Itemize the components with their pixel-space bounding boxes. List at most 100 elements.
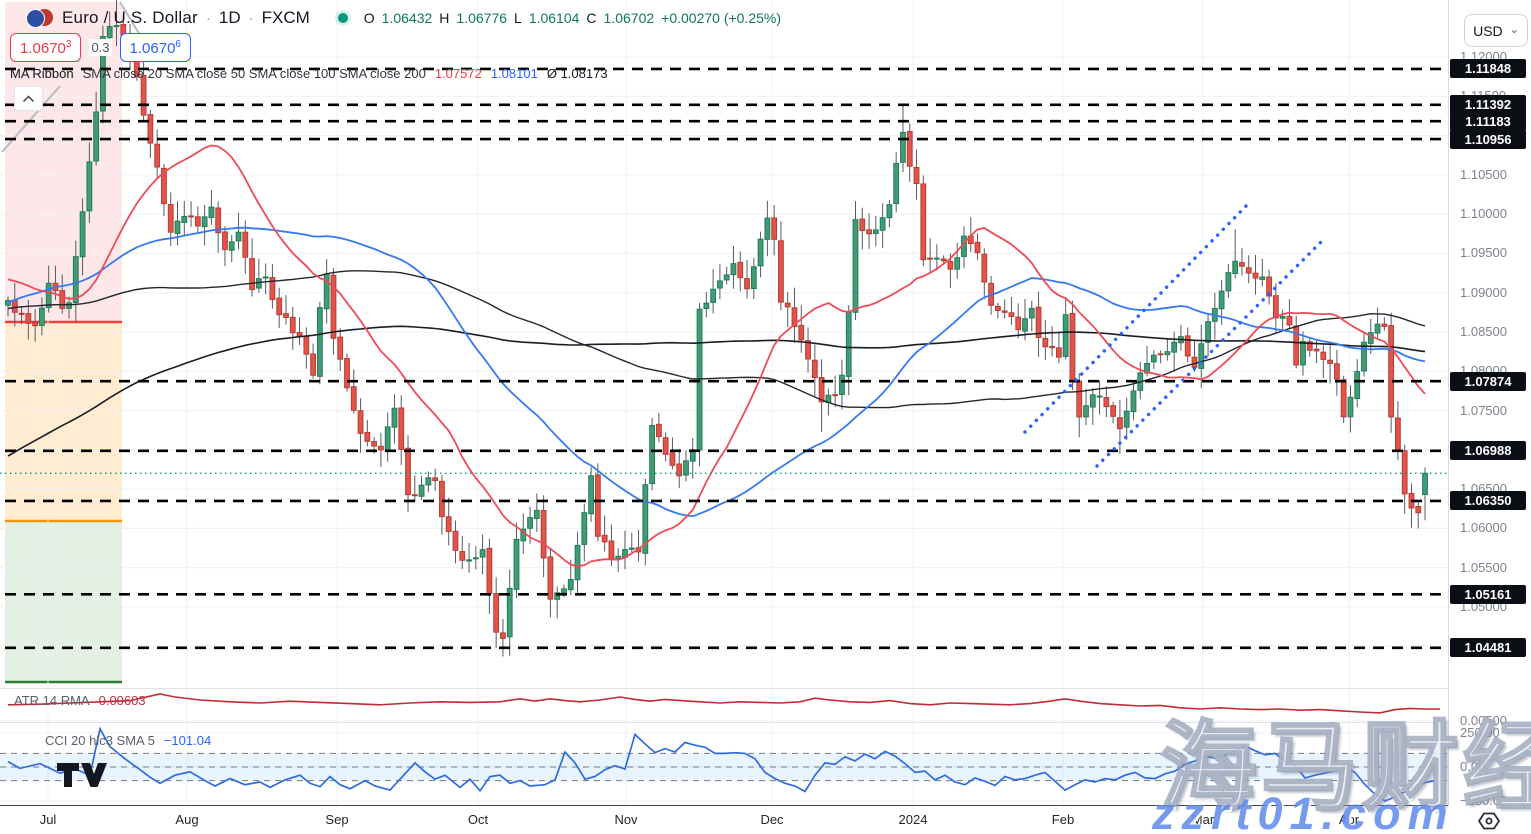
- candle: [527, 516, 533, 529]
- candle: [1001, 310, 1008, 313]
- candle: [839, 374, 845, 395]
- candle: [1171, 341, 1178, 353]
- cci-tick-label: −250.00: [1460, 793, 1508, 808]
- candle: [310, 353, 317, 376]
- candle: [269, 277, 276, 301]
- candle: [1381, 323, 1388, 327]
- candle: [859, 218, 866, 232]
- market-status-icon[interactable]: [337, 13, 348, 23]
- candle: [601, 534, 608, 543]
- candle: [866, 229, 872, 235]
- candle: [703, 302, 710, 310]
- candle: [1306, 341, 1313, 351]
- candle: [1367, 332, 1374, 344]
- candle: [445, 516, 452, 532]
- candle: [1103, 397, 1110, 408]
- candle: [1401, 450, 1408, 495]
- trendlines: [1023, 200, 1324, 468]
- atr-tick-label: 0.00500: [1460, 713, 1507, 728]
- tradingview-logo[interactable]: [56, 762, 112, 793]
- candle: [25, 313, 32, 324]
- candle: [1008, 312, 1015, 317]
- atr-legend[interactable]: ATR 14 RMA 0.00603: [14, 693, 146, 708]
- candle: [418, 484, 425, 497]
- sma200-line: [7, 325, 1426, 457]
- candle: [1205, 321, 1211, 343]
- low-label: L: [514, 10, 522, 26]
- candle: [805, 340, 811, 360]
- time-tick-label: Sep: [325, 812, 349, 827]
- ma-ribbon-legend[interactable]: MA Ribbon SMA close 20 SMA close 50 SMA …: [10, 66, 608, 81]
- trendline-1[interactable]: [1023, 200, 1252, 434]
- candle: [1225, 272, 1232, 292]
- time-tick-label: Dec: [760, 812, 784, 827]
- collapse-legend-button[interactable]: [14, 86, 43, 111]
- separator-dot: ·: [205, 9, 211, 27]
- candle: [696, 308, 703, 451]
- level-price-label: 1.07874: [1450, 371, 1526, 391]
- candle: [1300, 340, 1306, 366]
- time-axis[interactable]: Jul Aug Sep Oct Nov Dec 2024 Feb Mar Apr: [0, 806, 1531, 834]
- low-value: 1.06104: [528, 10, 580, 26]
- sell-button[interactable]: 1.06703: [10, 33, 82, 62]
- candle: [459, 551, 466, 561]
- time-tick-label: Feb: [1051, 812, 1075, 827]
- candle: [384, 426, 391, 452]
- candle: [655, 423, 662, 437]
- cci-tick-label: 250.00: [1460, 725, 1500, 740]
- interval-label[interactable]: 1D: [218, 8, 241, 27]
- candle: [357, 410, 364, 434]
- candle: [933, 257, 940, 260]
- buy-button[interactable]: 1.06706: [119, 33, 191, 62]
- candle: [1272, 295, 1279, 319]
- candle: [940, 258, 947, 262]
- candle: [1198, 343, 1205, 369]
- candle: [1157, 353, 1164, 356]
- symbol-header[interactable]: Euro / U.S. Dollar · 1D · FXCM O 1.06432 …: [26, 8, 781, 28]
- indicator-name[interactable]: ATR 14 RMA: [14, 693, 90, 708]
- candle: [1035, 306, 1042, 338]
- candle: [1062, 314, 1069, 357]
- candle: [1015, 316, 1022, 331]
- cci-legend[interactable]: CCI 20 hlc3 SMA 5 −101.04: [45, 733, 211, 748]
- candle: [1083, 405, 1089, 418]
- candle: [66, 302, 72, 309]
- candle: [161, 167, 167, 205]
- candles: [5, 0, 1428, 657]
- axis-settings-button[interactable]: [1477, 810, 1501, 832]
- indicator-name[interactable]: MA Ribbon: [10, 66, 74, 81]
- candle: [886, 204, 893, 219]
- close-label: C: [586, 10, 597, 26]
- price-tick-label: 1.05500: [1460, 559, 1507, 575]
- candle: [432, 477, 439, 481]
- symbol-title[interactable]: Euro / U.S. Dollar: [62, 8, 198, 27]
- exchange-label[interactable]: FXCM: [261, 8, 310, 27]
- time-tick-label: Mar: [1191, 812, 1215, 827]
- trendline-2[interactable]: [1095, 239, 1324, 468]
- candle: [771, 217, 778, 240]
- ask-price-sup: 6: [175, 39, 181, 50]
- candle: [717, 280, 723, 289]
- cci-value: −101.04: [163, 733, 212, 748]
- candle: [411, 494, 418, 497]
- atr-line: [7, 693, 1440, 714]
- bid-price: 1.0670: [20, 40, 66, 57]
- candle: [1313, 348, 1320, 352]
- mid-zone-orange[interactable]: [5, 322, 122, 521]
- atr-value: 0.00603: [98, 693, 146, 708]
- candle: [1422, 472, 1428, 495]
- candle: [147, 114, 154, 144]
- candle: [493, 593, 500, 633]
- candle: [981, 253, 988, 283]
- candle: [167, 203, 174, 233]
- time-tick-label: Oct: [467, 812, 489, 827]
- time-tick-label: Nov: [614, 812, 638, 827]
- demand-zone-green[interactable]: [5, 521, 122, 682]
- bid-ask-row: 1.06703 0.3 1.06706: [10, 33, 191, 62]
- currency-selector-button[interactable]: USD ⌄: [1464, 14, 1528, 47]
- indicator-name[interactable]: CCI 20 hlc3 SMA 5: [45, 733, 155, 748]
- watermark-chinese: 海马财经: [1159, 712, 1531, 824]
- candle: [303, 336, 310, 355]
